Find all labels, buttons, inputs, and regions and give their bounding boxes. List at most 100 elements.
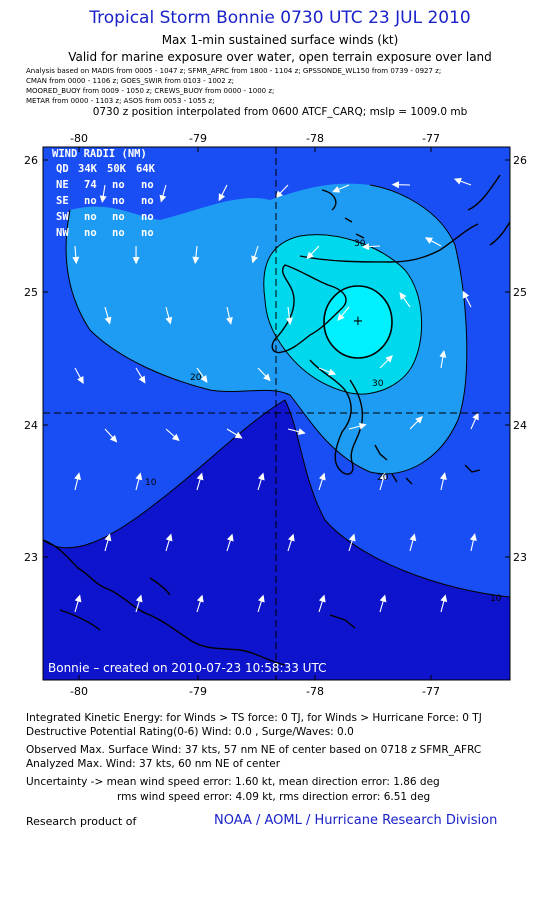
contour-lines xyxy=(43,184,510,598)
wind-arrow-head xyxy=(379,472,387,481)
island-andros xyxy=(309,359,364,475)
creation-credit: Bonnie – created on 2010-07-23 10:58:33 … xyxy=(48,661,326,675)
wind-arrow-head xyxy=(74,594,82,603)
analysis-line: METAR from 0000 - 1103 z; ASOS from 0053… xyxy=(26,97,215,105)
wind-arrow-head xyxy=(138,375,146,384)
wind-arrow-head xyxy=(285,317,293,326)
wind-arrow-head xyxy=(337,313,345,322)
wind-arrow-head xyxy=(165,533,173,542)
wind-radii-value: no xyxy=(112,211,125,223)
wind-arrow-head xyxy=(453,177,462,185)
coast-cuba-keys xyxy=(59,577,171,631)
wind-arrow-head xyxy=(234,431,243,439)
wind-arrow-head xyxy=(462,290,470,299)
contour-label: 20 xyxy=(190,373,202,383)
lat-label-left: 24 xyxy=(24,419,38,432)
wind-radii-header-qd: QD xyxy=(56,163,69,175)
wind-arrow-head xyxy=(192,256,200,265)
contour-20 xyxy=(65,184,468,475)
analysis-line: CMAN from 0000 - 1106 z; GOES_SWIR from … xyxy=(26,77,234,85)
contour-label-group: 30 30 20 20 10 10 xyxy=(145,239,502,604)
wind-arrow-head xyxy=(275,190,283,199)
wind-radii-quadrant: SW xyxy=(56,211,69,223)
lat-label-right: 24 xyxy=(513,419,527,432)
axis-ticks xyxy=(43,147,510,680)
wind-arrow-head xyxy=(196,472,204,481)
map-title: Tropical Storm Bonnie 0730 UTC 23 JUL 20… xyxy=(89,8,471,28)
lon-label-top: -80 xyxy=(70,132,88,145)
wind-arrow-head xyxy=(72,256,80,265)
island-exumas xyxy=(374,444,481,485)
wind-radii-table: WIND RADII (NM) QD 34K 50K 64K NE 74 no … xyxy=(52,148,156,239)
contour-label: 30 xyxy=(372,379,384,389)
wind-arrow-head xyxy=(99,195,107,204)
lon-label-bottom: -78 xyxy=(306,685,324,698)
wind-arrow-head xyxy=(306,251,314,260)
wind-arrow-head xyxy=(385,355,393,363)
island-grand-bahama xyxy=(321,189,365,239)
wind-arrow-head xyxy=(251,255,258,264)
wind-radii-value: no xyxy=(141,179,154,191)
wind-arrow-head xyxy=(415,416,423,424)
lat-label-right: 25 xyxy=(513,286,527,299)
lon-label-top: -77 xyxy=(422,132,440,145)
position-note: 0730 z position interpolated from 0600 A… xyxy=(92,106,468,118)
wind-radii-quadrant: NE xyxy=(56,179,69,191)
uncertainty-line: rms wind speed error: 4.09 kt, rms direc… xyxy=(117,791,431,803)
wind-arrow-head xyxy=(439,349,447,358)
wind-radii-value: no xyxy=(112,227,125,239)
wind-radii-value: no xyxy=(84,227,97,239)
wind-arrow-head xyxy=(348,533,356,542)
wind-radii-title: WIND RADII (NM) xyxy=(52,148,147,160)
analysis-line: MOORED_BUOY from 0009 - 1050 z; CREWS_BU… xyxy=(26,87,275,95)
hrd-link[interactable]: NOAA / AOML / Hurricane Research Divisio… xyxy=(214,813,498,828)
wind-arrow-head xyxy=(439,472,447,480)
lon-label-bottom: -77 xyxy=(422,685,440,698)
lon-label-bottom: -79 xyxy=(189,685,207,698)
lat-label-left: 26 xyxy=(24,154,38,167)
wind-radii-value: no xyxy=(141,227,154,239)
wind-arrows xyxy=(72,177,479,613)
wind-arrow-head xyxy=(74,472,82,481)
wind-arrow-head xyxy=(159,194,167,203)
wind-radii-value: no xyxy=(141,211,154,223)
wind-arrow-head xyxy=(165,316,173,325)
wind-radii-value: no xyxy=(112,179,125,191)
wind-arrow-head xyxy=(257,472,265,481)
wind-radii-header-64k: 64K xyxy=(136,163,156,175)
wind-arrow-head xyxy=(319,472,326,481)
band-lt10kt xyxy=(43,400,510,680)
wind-arrow-head xyxy=(135,594,143,603)
wind-arrow-head xyxy=(399,292,407,301)
analysis-line: Analysis based on MADIS from 0005 - 1047… xyxy=(26,67,442,75)
wind-arrow-head xyxy=(109,434,118,443)
dpr-line: Destructive Potential Rating(0-6) Wind: … xyxy=(26,726,354,738)
wind-radii-value: no xyxy=(84,195,97,207)
lon-label-top: -78 xyxy=(306,132,324,145)
wind-arrow-head xyxy=(391,181,400,189)
wind-arrow-head xyxy=(196,594,204,603)
wind-arrow-head xyxy=(263,373,271,382)
coastlines xyxy=(43,174,510,666)
wind-arrow-head xyxy=(104,316,112,325)
analyzed-max-line: Analyzed Max. Wind: 37 kts, 60 nm NE of … xyxy=(26,758,281,770)
contour-label: 10 xyxy=(490,594,502,604)
center-crosshair xyxy=(43,147,510,680)
wind-radii-value: no xyxy=(112,195,125,207)
observed-max-line: Observed Max. Surface Wind: 37 kts, 57 n… xyxy=(26,744,482,756)
wind-arrow-head xyxy=(218,193,226,202)
contour-label: 10 xyxy=(145,478,157,488)
wind-radii-header-34k: 34K xyxy=(78,163,98,175)
wind-radii-quadrant: NW xyxy=(56,227,69,239)
wind-arrow-head xyxy=(440,594,448,603)
uncertainty-line: Uncertainty -> mean wind speed error: 1.… xyxy=(26,776,440,788)
wind-arrow-head xyxy=(361,243,370,251)
axis-labels: -80 -79 -78 -77 -80 -79 -78 -77 26 25 24… xyxy=(24,132,527,698)
contour-34 xyxy=(323,285,393,359)
wind-radii-value: no xyxy=(141,195,154,207)
wind-arrow-head xyxy=(328,368,337,376)
lat-label-right: 26 xyxy=(513,154,527,167)
wind-arrow-head xyxy=(409,533,417,542)
wind-arrow-head xyxy=(297,428,306,436)
wind-arrow-head xyxy=(77,376,84,385)
